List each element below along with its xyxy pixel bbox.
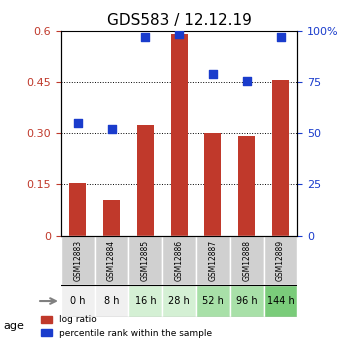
FancyBboxPatch shape (162, 285, 196, 317)
Point (143, 34, 148, 40)
Point (210, 71, 216, 77)
FancyBboxPatch shape (95, 236, 128, 285)
FancyBboxPatch shape (61, 236, 95, 285)
Text: GSM12889: GSM12889 (276, 239, 285, 281)
Text: GSM12885: GSM12885 (141, 239, 150, 281)
Point (109, 127, 114, 132)
FancyBboxPatch shape (264, 285, 297, 317)
Text: age: age (3, 321, 24, 331)
FancyBboxPatch shape (95, 285, 128, 317)
Text: 8 h: 8 h (104, 296, 119, 306)
Text: GSM12888: GSM12888 (242, 240, 251, 280)
FancyBboxPatch shape (230, 236, 264, 285)
Bar (137, 125, 154, 236)
FancyBboxPatch shape (128, 236, 162, 285)
Bar (103, 200, 120, 236)
Point (244, 78, 249, 84)
FancyBboxPatch shape (230, 285, 264, 317)
Text: GSM12887: GSM12887 (209, 239, 217, 281)
Legend: log ratio, percentile rank within the sample: log ratio, percentile rank within the sa… (38, 313, 215, 341)
FancyBboxPatch shape (162, 236, 196, 285)
Text: 16 h: 16 h (135, 296, 156, 306)
Bar (69, 183, 86, 236)
FancyBboxPatch shape (196, 236, 230, 285)
Point (75, 120, 80, 126)
Text: GSM12883: GSM12883 (73, 239, 82, 281)
Bar (204, 132, 221, 236)
Bar (238, 136, 255, 236)
Bar (272, 80, 289, 236)
Text: GSM12886: GSM12886 (175, 239, 184, 281)
Text: 28 h: 28 h (168, 296, 190, 306)
Title: GDS583 / 12.12.19: GDS583 / 12.12.19 (107, 13, 251, 29)
Text: 96 h: 96 h (236, 296, 258, 306)
Text: GSM12884: GSM12884 (107, 239, 116, 281)
Point (176, 31, 182, 37)
FancyBboxPatch shape (196, 285, 230, 317)
FancyBboxPatch shape (61, 285, 95, 317)
Text: 144 h: 144 h (267, 296, 294, 306)
Text: 52 h: 52 h (202, 296, 224, 306)
FancyBboxPatch shape (128, 285, 162, 317)
Point (278, 34, 283, 40)
Bar (171, 34, 188, 236)
FancyBboxPatch shape (264, 236, 297, 285)
Text: 0 h: 0 h (70, 296, 86, 306)
